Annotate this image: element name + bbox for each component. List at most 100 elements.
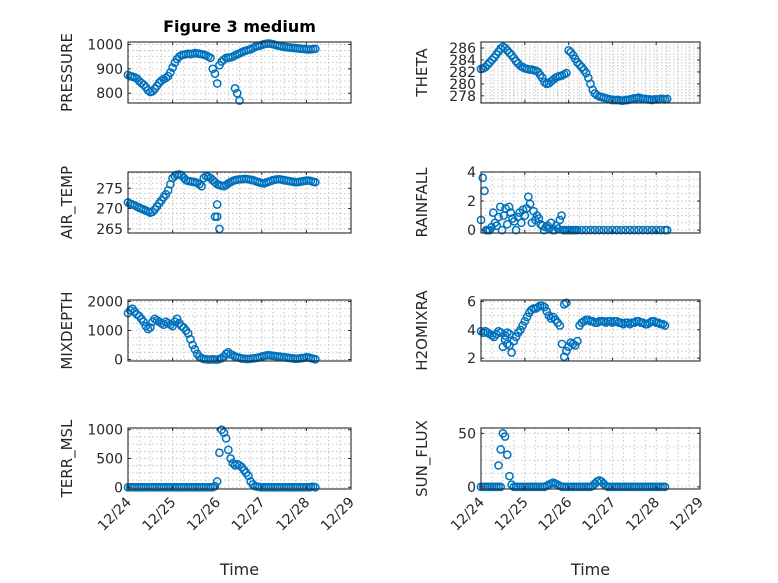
data-point xyxy=(483,60,492,70)
data-point xyxy=(132,74,142,83)
y-tick-label: 1000 xyxy=(87,37,123,53)
data-point xyxy=(235,96,244,105)
data-point xyxy=(557,211,566,220)
x-tick-label: 12/28 xyxy=(623,495,663,535)
data-point xyxy=(310,44,320,54)
data-point xyxy=(662,225,672,235)
y-tick-label: 278 xyxy=(449,89,476,105)
data-point xyxy=(190,345,200,354)
data-point xyxy=(148,207,157,217)
y-tick-label: 4 xyxy=(467,165,476,181)
data-point xyxy=(492,221,502,231)
data-point xyxy=(168,63,177,72)
y-tick-label: 2 xyxy=(467,194,476,210)
data-point xyxy=(616,225,626,235)
data-point xyxy=(647,225,657,235)
data-point xyxy=(496,445,506,454)
data-point xyxy=(525,199,535,209)
data-point xyxy=(522,312,532,322)
subplot-8: 12/24 12/25 12/26 12/27 12/28 12/29 0 50 SUN_FLU… xyxy=(413,420,707,579)
data-point xyxy=(148,86,157,96)
x-tick-label: 12/26 xyxy=(536,494,576,534)
data-point xyxy=(518,321,527,330)
x-axis-label: Time xyxy=(570,560,610,579)
data-point xyxy=(172,314,182,324)
y-tick-label: 2 xyxy=(467,351,476,367)
x-axis-label: Time xyxy=(219,560,259,579)
subplot-1: 800 900 1000 PRESSURE Figure 3 medium xyxy=(58,17,352,112)
y-axis-label: PRESSURE xyxy=(58,33,76,112)
data-point xyxy=(500,432,510,441)
data-point xyxy=(505,48,514,58)
data-point xyxy=(562,346,571,356)
y-tick-label: 0 xyxy=(114,480,123,496)
data-point xyxy=(612,225,622,235)
data-point xyxy=(506,208,516,218)
data-point xyxy=(520,316,530,326)
data-point xyxy=(599,225,608,235)
data-point xyxy=(594,225,604,235)
y-tick-label: 284 xyxy=(449,53,476,69)
y-axis-label: RAINFALL xyxy=(413,167,431,238)
axes-frame xyxy=(480,171,701,234)
y-tick-label: 282 xyxy=(449,65,476,81)
data-point xyxy=(212,212,222,222)
y-tick-label: 4 xyxy=(467,323,476,339)
data-point xyxy=(511,56,521,66)
y-tick-label: 280 xyxy=(449,77,476,93)
y-axis-label: SUN_FLUX xyxy=(413,420,432,497)
y-tick-label: 275 xyxy=(96,181,123,197)
data-point xyxy=(516,325,525,335)
data-point xyxy=(643,225,652,235)
x-tick-label: 12/25 xyxy=(140,495,180,535)
axes-frame xyxy=(480,427,701,490)
subplot-5: 0 1000 2000 MIXDEPTH xyxy=(58,291,352,370)
data-point xyxy=(310,354,320,364)
data-point xyxy=(608,225,617,235)
data-point xyxy=(497,225,507,235)
data-point xyxy=(575,60,584,70)
data-point xyxy=(226,454,235,463)
data-point xyxy=(166,68,175,77)
data-point xyxy=(559,352,569,362)
x-tick-label: 12/24 xyxy=(95,494,135,534)
axes-frame xyxy=(480,41,701,104)
data-point xyxy=(534,214,544,223)
data-point xyxy=(660,482,670,492)
data-point xyxy=(215,448,224,458)
data-point xyxy=(139,80,148,90)
data-point xyxy=(212,200,222,209)
y-tick-label: 2000 xyxy=(87,294,123,310)
y-tick-label: 0 xyxy=(467,480,476,496)
axes-frame xyxy=(127,41,352,104)
data-point xyxy=(478,173,488,183)
y-axis-label: MIXDEPTH xyxy=(58,291,76,369)
data-point xyxy=(208,64,218,74)
data-point xyxy=(634,225,644,235)
data-point xyxy=(581,68,591,78)
subplot-4: 0 2 4 RAINFALL xyxy=(413,165,701,239)
data-point xyxy=(509,336,519,346)
y-axis-label: H2OMIXRA xyxy=(413,290,431,371)
data-point xyxy=(488,208,498,218)
data-point xyxy=(516,218,526,228)
y-axis-label: TERR_MSL xyxy=(58,419,77,498)
data-point xyxy=(494,212,503,222)
data-point xyxy=(507,348,517,357)
data-point xyxy=(504,202,514,212)
y-tick-label: 900 xyxy=(96,62,123,78)
data-point xyxy=(505,329,514,339)
data-point xyxy=(206,53,215,63)
data-point xyxy=(540,302,549,312)
axes-frame xyxy=(480,299,701,362)
data-point xyxy=(555,215,565,225)
y-tick-label: 270 xyxy=(96,202,123,218)
data-point xyxy=(230,84,240,93)
chart-title: Figure 3 medium xyxy=(163,17,316,36)
data-point xyxy=(586,225,595,235)
data-point xyxy=(494,461,503,470)
data-point xyxy=(500,43,510,53)
data-point xyxy=(210,481,220,491)
subplot-3: 265 270 275 AIR_TEMP xyxy=(58,166,352,239)
